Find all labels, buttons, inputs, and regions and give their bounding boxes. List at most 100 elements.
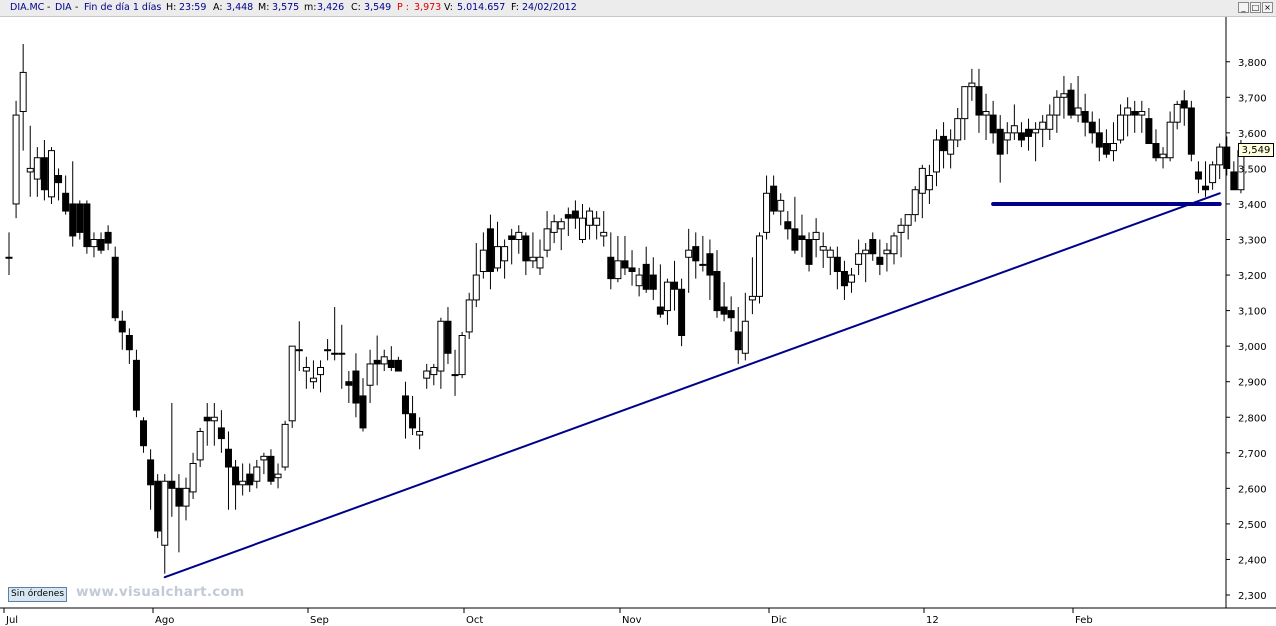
candle (621, 235, 629, 276)
candle (260, 452, 268, 475)
candle (416, 417, 424, 450)
candle-body-down (1017, 132, 1025, 141)
y-tick-label: 3,100 (1238, 307, 1267, 318)
candle (1145, 107, 1153, 145)
candle-body-up (302, 366, 310, 372)
candle-body-down (55, 175, 63, 184)
candle-body-down (840, 270, 848, 287)
candle-body-up (12, 114, 20, 205)
candle-body-up (586, 210, 594, 226)
y-tick-label: 3,700 (1238, 93, 1267, 104)
candle-body-down (869, 239, 877, 255)
candle-body-up (324, 349, 332, 352)
chart-title-bar: DIA.MC - DIA - Fin de día 1 días H: 23:5… (0, 0, 1276, 17)
candle-body-up (1060, 93, 1068, 98)
candle-body-up (161, 480, 169, 546)
candle-body-up (947, 139, 955, 155)
candle (288, 345, 296, 428)
candle (387, 346, 395, 372)
candle (479, 232, 487, 279)
separator: - (75, 2, 79, 13)
candle (1039, 115, 1047, 148)
candle (1109, 122, 1117, 162)
candle (932, 129, 940, 187)
candle-body-up (954, 118, 962, 141)
candle (678, 278, 686, 347)
candle-body-down (989, 114, 997, 134)
orders-button[interactable]: Sin órdenes (8, 587, 68, 602)
candle-body-up (1138, 111, 1146, 116)
candle (692, 232, 700, 279)
candle-body-up (918, 167, 926, 194)
candle (345, 371, 353, 404)
candle-body-down (791, 228, 799, 251)
candle-body-down (373, 359, 381, 365)
candle-body-down (1025, 128, 1033, 137)
candle-body-down (1095, 132, 1103, 148)
candle (12, 100, 20, 219)
candle (444, 307, 452, 364)
candle (19, 43, 27, 151)
candle (232, 459, 240, 510)
candle-body-down (833, 256, 841, 272)
separator: - (47, 2, 51, 13)
close-value: 3,549 (364, 2, 392, 13)
y-tick-label: 2,600 (1238, 484, 1267, 495)
candle-body-up (458, 334, 466, 376)
candle (925, 164, 933, 204)
candle-body-up (274, 473, 282, 479)
candle-body-down (111, 256, 119, 319)
y-tick-label: 2,400 (1238, 555, 1267, 566)
open-value: 3,448 (226, 2, 254, 13)
close-button[interactable]: × (1262, 2, 1273, 13)
x-tick-label: Nov (622, 615, 642, 626)
minimize-button[interactable]: _ (1238, 2, 1249, 13)
candle (961, 86, 969, 140)
candle (401, 381, 409, 439)
open-label: A: (213, 2, 223, 13)
maximize-button[interactable]: □ (1250, 2, 1261, 13)
candle (76, 200, 84, 240)
candle (189, 452, 197, 500)
candle (331, 307, 339, 361)
candle (840, 260, 848, 300)
candle-body-up (47, 150, 55, 198)
candle-body-up (416, 430, 424, 436)
candle (1124, 97, 1132, 137)
candle-body-up (911, 189, 919, 216)
candle (791, 196, 799, 254)
candle-body-up (472, 274, 480, 301)
candle-body-up (763, 192, 771, 233)
candle-body-down (642, 263, 650, 290)
trendline (163, 192, 1221, 579)
candle (784, 211, 792, 240)
candle-body-down (409, 413, 417, 429)
y-tick-label: 3,500 (1238, 164, 1267, 175)
candle-body-up (685, 249, 693, 258)
candle-body-down (1102, 143, 1110, 155)
price-axis: 2,300 2,400 2,500 2,600 2,700 2,800 2,900 3,000… (1226, 58, 1267, 602)
candle-body-down (671, 281, 679, 290)
candle-body-down (678, 288, 686, 336)
candle-body-down (203, 416, 211, 422)
candle-body-up (1216, 146, 1224, 166)
candle (734, 307, 742, 364)
candle-body-up (90, 239, 98, 248)
candle-body-up (1032, 128, 1040, 134)
candle (274, 463, 282, 489)
candle (83, 200, 91, 254)
candle (1088, 111, 1096, 144)
candle (1095, 118, 1103, 162)
candle-body-down (798, 235, 806, 241)
candle-body-up (826, 249, 834, 258)
candle-body-down (69, 203, 77, 237)
candle-body-down (1202, 185, 1210, 191)
candle-body-down (76, 203, 84, 233)
candle-body-up (196, 430, 204, 461)
candle-body-down (175, 487, 183, 507)
candle (224, 431, 232, 510)
candle-body-up (260, 455, 268, 461)
candle (663, 278, 671, 325)
candle (614, 235, 622, 283)
candle-body-down (720, 306, 728, 315)
